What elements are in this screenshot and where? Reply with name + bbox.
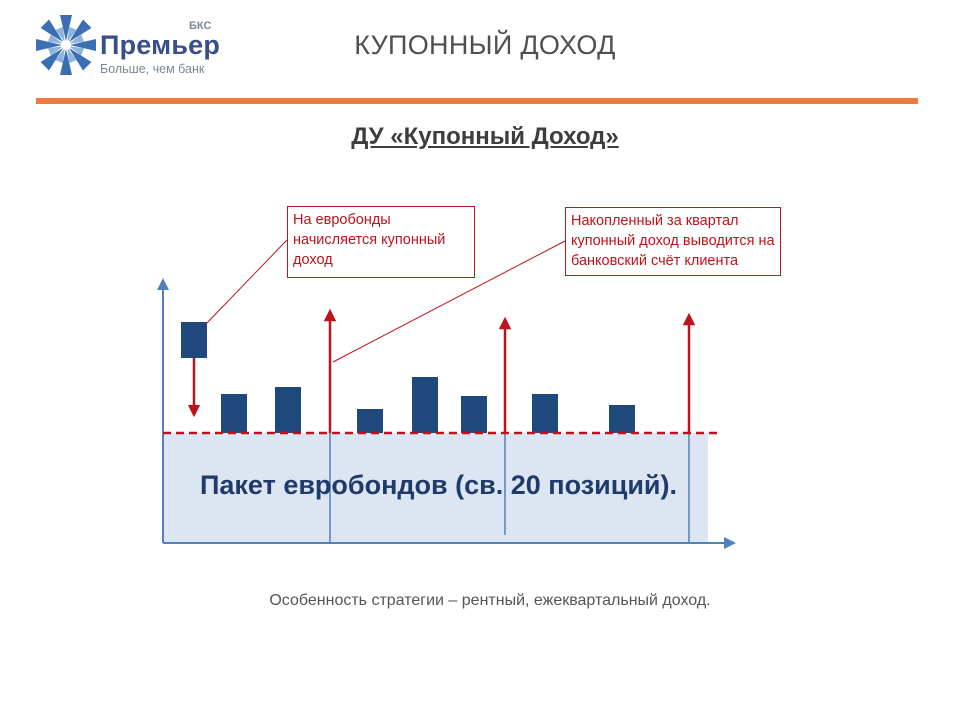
coupon-bar <box>532 394 558 433</box>
callout-coupon-accrual: На евробонды начисляется купонный доход <box>287 206 475 278</box>
callout-coupon-payout: Накопленный за квартал купонный доход вы… <box>565 207 781 276</box>
logo-star-icon <box>36 15 96 75</box>
strategy-note: Особенность стратегии – рентный, ежеквар… <box>269 592 711 609</box>
callout-leader-right <box>332 240 566 363</box>
coupon-bar <box>461 396 487 433</box>
brand-name: Премьер <box>100 30 221 60</box>
slide-subtitle: ДУ «Купонный Доход» <box>351 123 619 150</box>
coupon-bar <box>412 377 438 433</box>
logo: Премьер БКС Больше, чем банк <box>34 8 224 82</box>
bond-package-label: Пакет евробондов (св. 20 позиций). <box>200 470 678 500</box>
coupon-bar <box>275 387 301 433</box>
brand-slogan: Больше, чем банк <box>100 62 205 76</box>
brand-superscript: БКС <box>189 20 212 32</box>
coupon-bar <box>357 409 383 433</box>
page-title: КУПОННЫЙ ДОХОД <box>354 30 616 60</box>
coupon-bar <box>221 394 247 433</box>
bond-package-area <box>163 433 708 543</box>
header-divider <box>36 98 918 104</box>
coupon-bar <box>609 405 635 433</box>
callout-leader-left <box>204 239 288 326</box>
coupon-bar-falling <box>181 322 207 358</box>
